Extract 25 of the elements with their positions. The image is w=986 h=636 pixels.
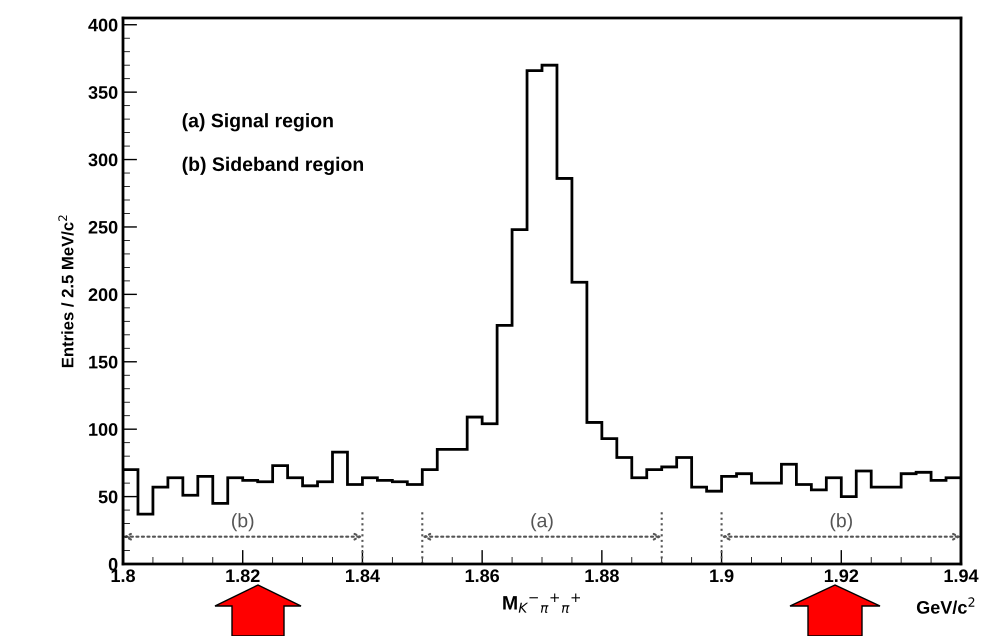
x-tick-label: 1.88 [585,569,619,582]
x-tick-label: 1.82 [226,569,260,582]
y-tick-label: 200 [88,288,118,302]
y-tick-label: 300 [88,153,118,166]
x-tick-label: 1.9 [710,569,734,582]
y-tick-label: 250 [88,220,118,234]
annotation: (a) Signal region [182,113,333,132]
text: GeV/c$^{2}$ [916,597,974,614]
y-tick-label: 50 [98,490,118,504]
y-tick-label: 350 [88,86,118,99]
x-axis-title: M$_{K}$$^{−}$$_{π}$$^{+}$$_{π}$$^{+}$ [503,593,580,613]
x-tick-label: 1.8 [112,569,135,582]
y-tick-label: 400 [88,18,118,32]
annotation: (b) [232,513,254,532]
y-tick-label: 0 [108,558,118,571]
x-tick-label: 1.86 [466,569,500,582]
annotation: (b) Sideband region [182,156,364,175]
x-tick-label: 1.94 [944,569,978,582]
y-tick-label: 150 [89,356,118,368]
x-tick-label: 1.84 [346,569,380,582]
y-axis-title: Entries / 2.5 MeV/c$^{2}$ [58,215,74,368]
annotation: (a) [531,513,553,532]
y-tick-label: 100 [89,423,118,436]
x-tick-label: 1.92 [824,569,858,582]
annotation: (b) [830,513,852,532]
